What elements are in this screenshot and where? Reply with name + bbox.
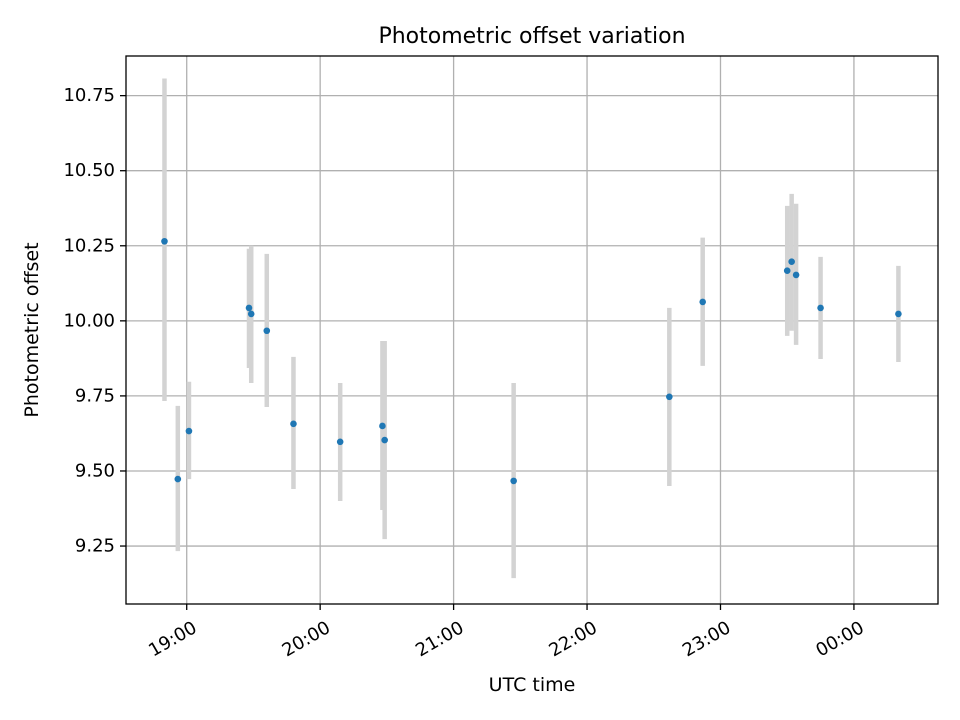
grid <box>126 56 938 604</box>
x-tick-label: 21:00 <box>412 617 467 661</box>
data-point <box>174 475 182 483</box>
data-point <box>895 310 902 318</box>
y-axis-ticks: 9.25 9.50 9.75 10.00 10.25 10.50 10.75 <box>63 85 126 557</box>
x-tick-label: 23:00 <box>679 617 734 661</box>
data-point <box>263 327 271 335</box>
data-point <box>666 393 673 401</box>
error-bars <box>162 78 901 579</box>
data-point <box>788 258 795 265</box>
y-axis-label: Photometric offset <box>21 242 43 417</box>
data-point <box>290 420 297 428</box>
y-tick-label: 9.75 <box>75 385 115 406</box>
data-point <box>699 298 706 306</box>
data-point <box>161 237 168 245</box>
data-point <box>379 422 386 430</box>
y-tick-label: 10.00 <box>63 310 115 331</box>
data-point <box>817 304 824 312</box>
x-axis-label: UTC time <box>489 674 576 696</box>
x-tick-label: 20:00 <box>279 617 334 661</box>
x-tick-label: 19:00 <box>145 617 200 661</box>
chart-title: Photometric offset variation <box>378 24 685 49</box>
data-point <box>247 310 255 318</box>
y-tick-label: 9.25 <box>75 536 115 557</box>
data-point <box>510 477 517 485</box>
data-point <box>792 271 800 279</box>
data-point <box>381 436 388 444</box>
data-point <box>783 267 791 274</box>
y-tick-label: 10.25 <box>63 235 115 256</box>
plot-frame <box>125 55 939 605</box>
data-point <box>245 304 253 312</box>
x-tick-label: 22:00 <box>546 617 601 661</box>
data-points <box>161 237 902 485</box>
y-tick-label: 10.50 <box>63 160 115 181</box>
y-tick-label: 10.75 <box>63 85 115 106</box>
x-tick-label: 00:00 <box>812 617 867 661</box>
x-axis-ticks: 19:00 20:00 21:00 22:00 23:00 00:00 <box>145 604 868 661</box>
data-point <box>336 438 344 446</box>
y-tick-label: 9.50 <box>75 460 115 481</box>
data-point <box>185 427 193 435</box>
